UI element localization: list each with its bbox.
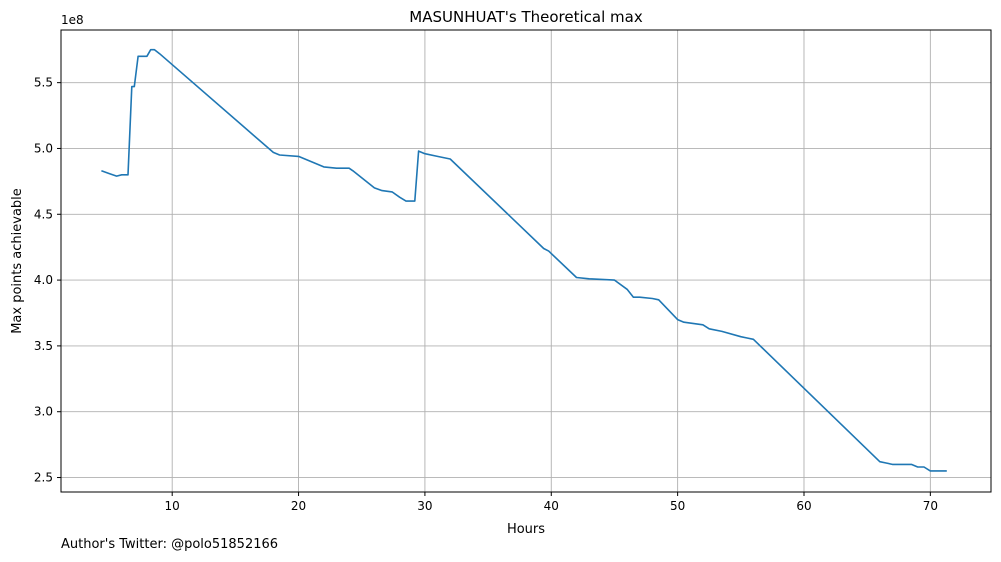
series-layer [101, 48, 947, 472]
y-tick-label: 4.5 [34, 207, 53, 221]
y-tick-label: 4.0 [34, 273, 53, 287]
x-tick-label: 70 [923, 499, 938, 513]
x-axis-title: Hours [507, 522, 545, 537]
x-tick-label: 50 [670, 499, 685, 513]
tick-layer: 10 20 30 40 50 60 70 2.5 3.0 3.5 4.0 4.5 5.0 5.5 [34, 76, 938, 513]
x-tick-label: 10 [165, 499, 180, 513]
chart-title: MASUNHUAT's Theoretical max [409, 8, 643, 26]
y-tick-label: 3.5 [34, 339, 53, 353]
plot-area-frame [60, 29, 992, 493]
x-tick-label: 40 [544, 499, 559, 513]
x-tick-label: 60 [796, 499, 811, 513]
author-note: Author's Twitter: @polo51852166 [61, 537, 279, 552]
x-tick-label: 30 [417, 499, 432, 513]
y-axis-title: Max points achievable [10, 188, 25, 334]
x-tick-label: 20 [291, 499, 306, 513]
series-line [101, 48, 947, 472]
y-tick-label: 5.5 [34, 76, 53, 90]
y-tick-label: 3.0 [34, 405, 53, 419]
y-tick-label: 5.0 [34, 141, 53, 155]
grid-layer [61, 30, 991, 492]
y-tick-label: 2.5 [34, 471, 53, 485]
y-axis-multiplier: 1e8 [61, 13, 84, 27]
